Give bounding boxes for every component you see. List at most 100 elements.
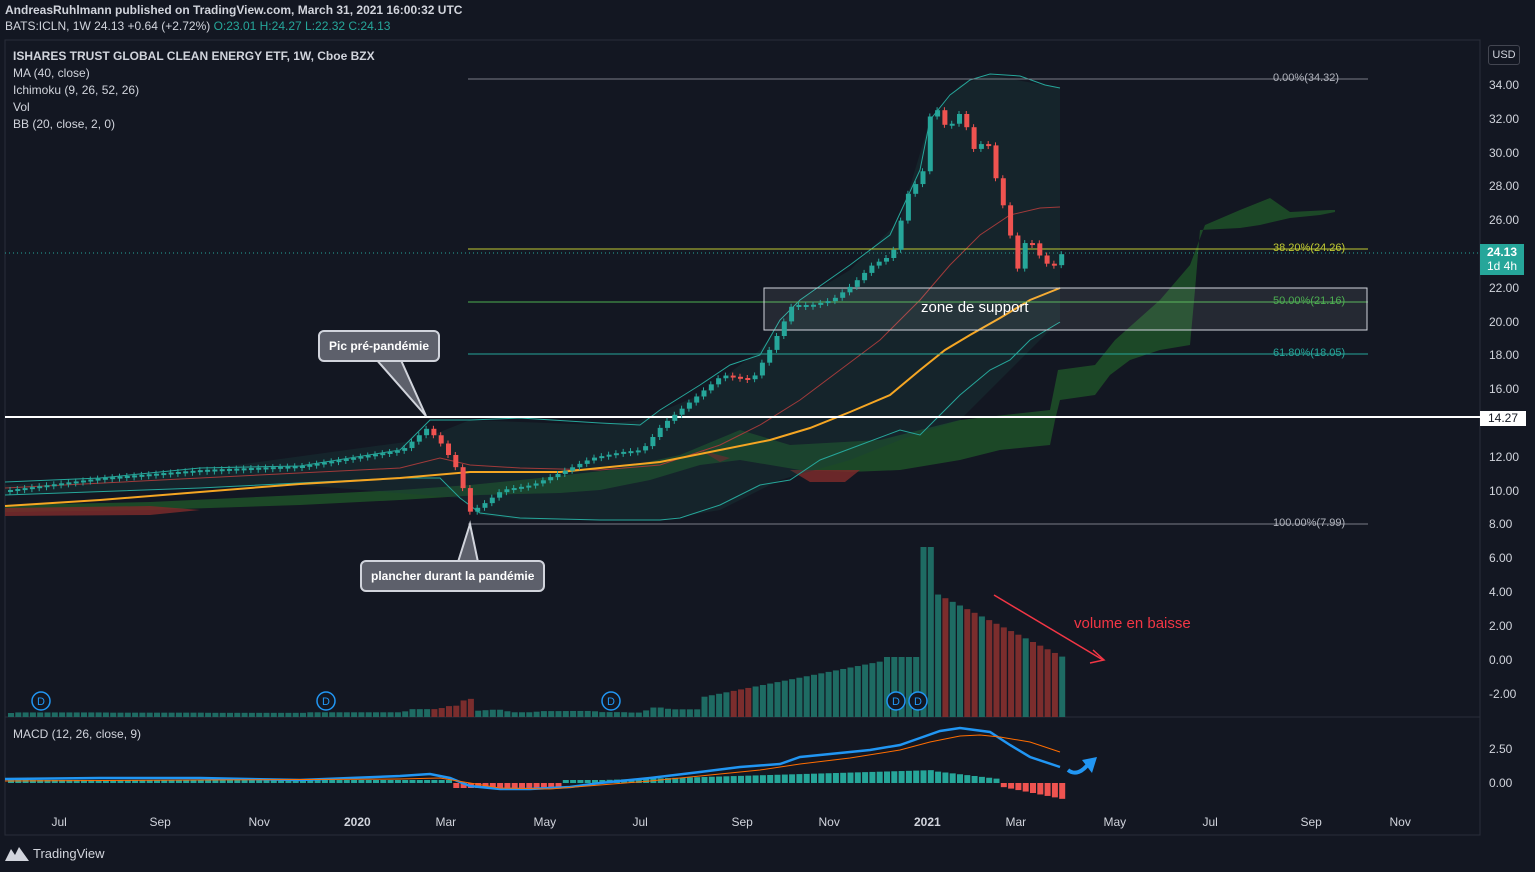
macd-hist-bar xyxy=(978,776,985,783)
macd-hist-bar xyxy=(957,774,963,783)
candle-body xyxy=(548,477,554,481)
candle-body xyxy=(482,503,488,508)
candle-body xyxy=(146,474,152,477)
currency-button[interactable]: USD xyxy=(1488,45,1520,65)
macd-hist-bar xyxy=(146,780,153,783)
candle-body xyxy=(219,469,225,472)
volume-bar xyxy=(504,711,511,717)
indicator-volume[interactable]: Vol xyxy=(13,100,30,114)
volume-bar xyxy=(789,679,796,717)
macd-hist-bar xyxy=(876,771,883,783)
candle-body xyxy=(577,463,583,468)
candle-body xyxy=(920,171,926,185)
candle-body xyxy=(825,301,831,304)
time-axis-label: Sep xyxy=(731,815,753,829)
candle-body xyxy=(22,488,28,491)
volume-bar xyxy=(840,668,847,717)
candle-body xyxy=(862,272,868,281)
macd-hist-bar xyxy=(351,780,358,783)
volume-bar xyxy=(88,712,95,717)
candle-body xyxy=(789,306,795,322)
macd-hist-bar xyxy=(774,774,781,783)
candlestick-series xyxy=(8,107,1065,515)
volume-bar xyxy=(628,712,635,717)
bar-countdown: 1d 4h xyxy=(1486,259,1518,273)
macd-hist-bar xyxy=(759,775,766,783)
volume-bar xyxy=(102,712,109,717)
candle-body xyxy=(351,457,357,460)
macd-hist-bar xyxy=(657,778,664,783)
candle-body xyxy=(300,466,305,468)
volume-bar xyxy=(570,710,577,717)
last-price: 24.13 xyxy=(94,19,125,33)
volume-bar xyxy=(942,598,949,717)
candle-body xyxy=(256,467,262,470)
macd-hist-bar xyxy=(548,783,555,788)
price-axis-label: 2.00 xyxy=(1489,619,1513,633)
macd-hist-bar xyxy=(1030,783,1036,793)
volume-bar xyxy=(29,712,36,717)
volume-bar xyxy=(475,710,482,717)
ichimoku-cloud-green xyxy=(5,198,1335,512)
volume-bar xyxy=(949,601,956,717)
indicator-ichimoku[interactable]: Ichimoku (9, 26, 52, 26) xyxy=(13,83,140,97)
volume-bar xyxy=(270,712,277,717)
macd-hist-bar xyxy=(562,780,569,783)
volume-bar xyxy=(336,712,343,717)
volume-bar xyxy=(446,706,452,717)
macd-hist-bar xyxy=(1051,783,1058,798)
price-axis-label: 4.00 xyxy=(1489,585,1513,599)
dividend-marker-label: D xyxy=(892,696,900,708)
volume-bar xyxy=(248,712,255,717)
macd-hist-bar xyxy=(905,770,912,783)
volume-bar xyxy=(387,712,394,717)
volume-bar xyxy=(15,712,22,717)
macd-hist-bar xyxy=(584,780,591,783)
macd-hist-bar xyxy=(803,773,810,783)
candle-body xyxy=(519,486,524,489)
macd-hist-bar xyxy=(862,772,869,783)
macd-hist-bar xyxy=(723,776,730,783)
volume-bar xyxy=(927,547,934,717)
volume-bar xyxy=(811,674,817,717)
time-axis-label: May xyxy=(533,815,557,829)
indicator-macd[interactable]: MACD (12, 26, close, 9) xyxy=(13,727,142,741)
macd-hist-bar xyxy=(402,780,409,783)
falling-volume-label: volume en baisse xyxy=(1074,615,1191,632)
macd-histogram xyxy=(8,770,1066,799)
volume-bar xyxy=(394,712,401,717)
footer-branding[interactable]: TradingView xyxy=(5,846,105,861)
macd-hist-bar xyxy=(781,774,788,783)
indicator-ma[interactable]: MA (40, close) xyxy=(13,66,90,80)
candle-body xyxy=(1059,254,1065,266)
candle-body xyxy=(460,467,466,489)
candle-body xyxy=(621,451,627,454)
volume-bar xyxy=(358,712,365,717)
candle-body xyxy=(913,184,919,194)
candle-body xyxy=(774,336,780,350)
symbol-label[interactable]: BATS:ICLN, 1W xyxy=(5,19,91,33)
volume-bar xyxy=(212,712,219,717)
macd-hist-bar xyxy=(854,772,861,783)
ichimoku-cloud-red-mid xyxy=(790,470,860,482)
indicator-bollinger[interactable]: BB (20, close, 2, 0) xyxy=(13,117,116,131)
macd-hist-bar xyxy=(672,777,679,783)
macd-hist-bar xyxy=(453,783,460,788)
macd-hist-bar xyxy=(154,780,160,783)
macd-axis-label: 0.00 xyxy=(1489,776,1513,790)
macd-hist-bar xyxy=(519,783,525,788)
candle-body xyxy=(336,460,342,463)
callout-pre-pandemic-peak[interactable]: Pic pré-pandémie xyxy=(318,330,441,362)
volume-bar xyxy=(774,682,781,717)
volume-bar xyxy=(124,712,131,717)
macd-hist-bar xyxy=(205,780,212,783)
volume-bar xyxy=(986,620,993,717)
macd-hist-bar xyxy=(570,780,577,783)
price-axis-label: 12.00 xyxy=(1489,450,1520,464)
candle-body xyxy=(197,470,203,473)
macd-hist-bar xyxy=(59,780,66,783)
callout-pandemic-floor[interactable]: plancher durant la pandémie xyxy=(360,560,546,592)
macd-hist-bar xyxy=(993,778,1000,783)
macd-hist-bar xyxy=(489,783,496,788)
